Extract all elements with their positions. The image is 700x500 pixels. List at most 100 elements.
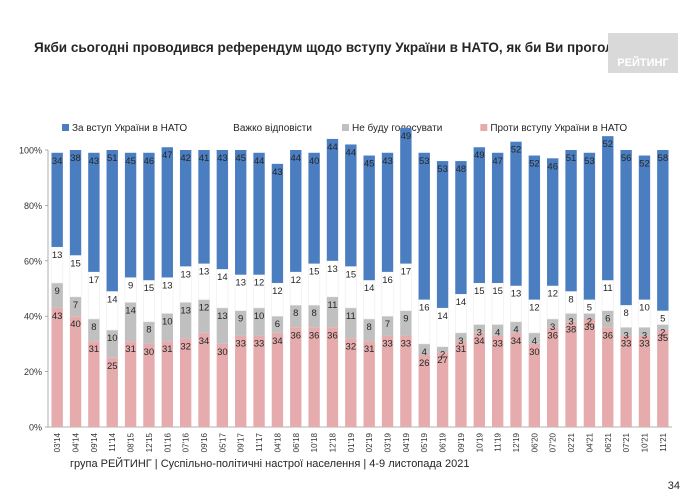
data-label: 14 [107, 294, 118, 305]
data-label: 52 [602, 139, 613, 150]
data-label: 53 [437, 164, 448, 175]
data-label: 13 [511, 289, 522, 300]
data-label: 14 [364, 283, 375, 294]
x-tick-label: 02'19 [365, 432, 374, 452]
data-label: 13 [327, 264, 338, 275]
bar-segment [565, 313, 577, 322]
bar-segment [436, 346, 449, 353]
bar-segment [69, 150, 82, 256]
bar-segment [381, 152, 394, 272]
rating-logo: РЕЙТИНГ [608, 33, 678, 73]
data-label: 8 [311, 308, 316, 319]
bar-segment [418, 343, 430, 355]
data-label: 34 [52, 156, 63, 167]
bar-segment [638, 155, 651, 300]
data-label: 40 [309, 156, 320, 167]
data-label: 44 [290, 153, 301, 164]
data-label: 53 [584, 156, 595, 167]
data-label: 14 [125, 305, 136, 316]
bar-segment [161, 147, 173, 278]
data-label: 45 [125, 156, 136, 167]
data-label: 33 [621, 339, 632, 350]
data-label: 32 [180, 341, 191, 352]
data-label: 49 [474, 150, 485, 161]
bar-segment [253, 307, 265, 336]
data-label: 9 [403, 314, 408, 325]
data-label: 53 [419, 156, 430, 167]
data-label: 31 [162, 344, 173, 355]
bar-segment [620, 335, 632, 427]
bar-segment [565, 321, 577, 427]
data-label: 43 [217, 153, 228, 164]
bar-segment [216, 307, 229, 344]
bar-segment [455, 161, 467, 295]
data-label: 12 [547, 289, 558, 300]
legend-swatch [341, 124, 349, 131]
x-tick-label: 10'18 [310, 432, 319, 452]
data-label: 52 [511, 145, 522, 156]
bar-segment [547, 318, 559, 328]
bar-segment [510, 285, 522, 323]
data-label: 9 [238, 314, 243, 325]
x-tick-label: 01'16 [163, 432, 172, 452]
data-label: 12 [199, 303, 210, 314]
bar-segment [602, 310, 614, 328]
bar-segment [124, 152, 137, 278]
bar-segment [308, 305, 320, 328]
legend-swatch [480, 124, 488, 131]
data-label: 26 [419, 358, 430, 369]
bar-segment [565, 150, 577, 292]
data-label: 45 [364, 159, 375, 170]
data-label: 36 [327, 330, 338, 341]
data-label: 30 [144, 347, 155, 358]
bar-segment [124, 302, 137, 342]
legend-label: Важко відповісти [233, 123, 312, 134]
bar-segment [620, 150, 632, 306]
x-tick-label: 06'19 [439, 432, 448, 452]
data-label: 43 [89, 156, 100, 167]
x-tick-label: 06'18 [292, 432, 301, 452]
bar-segment [179, 338, 192, 427]
bar-segment [253, 335, 265, 427]
bar-segment [510, 141, 522, 286]
data-label: 44 [254, 156, 265, 167]
bar-segment [528, 332, 541, 344]
data-label: 2 [660, 328, 665, 339]
bar-segment [143, 343, 155, 427]
bar-segment [583, 318, 596, 427]
data-label: 13 [235, 278, 246, 289]
data-label: 33 [382, 339, 393, 350]
bar-segment [326, 327, 339, 427]
data-label: 33 [639, 339, 650, 350]
bar-segment [88, 318, 100, 342]
data-label: 47 [492, 156, 503, 167]
data-label: 13 [199, 267, 210, 278]
bar-segment [657, 324, 669, 331]
bar-segment [235, 150, 247, 275]
x-tick-label: 12'15 [145, 432, 154, 452]
bar-segment [198, 150, 210, 264]
data-label: 3 [642, 330, 647, 341]
data-label: 36 [602, 330, 613, 341]
footer-source: група РЕЙТИНГ | Суспільно-політичні наст… [70, 458, 470, 470]
data-label: 3 [458, 336, 463, 347]
data-label: 4 [495, 328, 500, 339]
data-label: 38 [566, 325, 577, 336]
bar-segment [106, 357, 118, 427]
bar-segment [290, 327, 302, 427]
data-label: 15 [144, 283, 155, 294]
data-label: 6 [275, 319, 280, 330]
x-tick-label: 09'17 [237, 432, 246, 452]
data-label: 48 [456, 164, 467, 175]
data-label: 52 [639, 159, 650, 170]
data-label: 35 [658, 333, 669, 344]
bar-segment [216, 343, 229, 427]
legend-swatch [222, 123, 231, 132]
bar-segment [69, 296, 82, 317]
bar-segment [547, 327, 559, 427]
x-tick-label: 08'15 [127, 432, 136, 452]
legend-label: Не буду голосувати [352, 122, 442, 134]
data-label: 9 [128, 280, 133, 291]
bar-segment [326, 138, 339, 261]
data-label: 36 [309, 330, 320, 341]
